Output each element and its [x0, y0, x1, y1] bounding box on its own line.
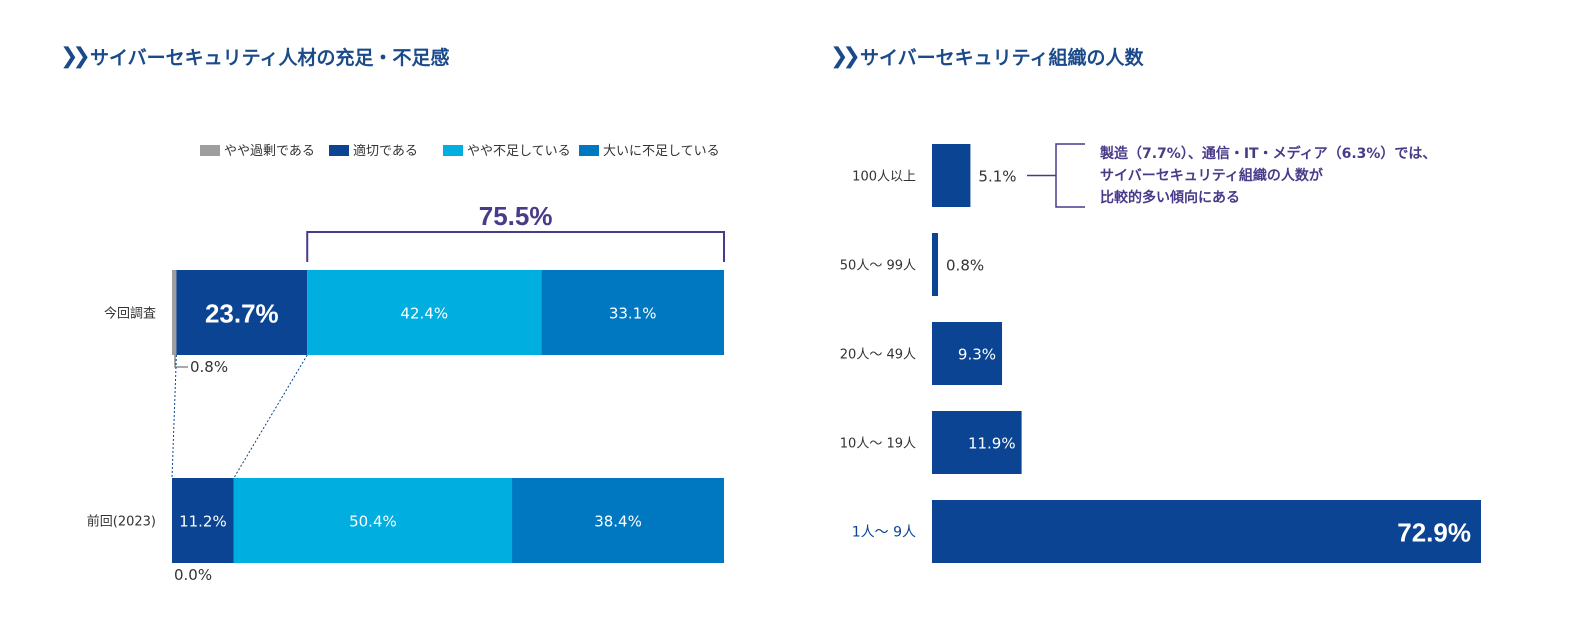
legend-swatch-0 — [200, 145, 220, 156]
bar-segment-1-2 — [233, 478, 513, 563]
bar-segment-0-0 — [172, 270, 177, 355]
category-label-1: 前回(2023) — [87, 514, 156, 530]
left-panel-title: ❯❯ サイバーセキュリティ人材の充足・不足感 — [60, 42, 449, 70]
bar-0 — [932, 144, 971, 207]
data-label-1-0: 0.0% — [174, 566, 212, 584]
right-title-text: サイバーセキュリティ組織の人数 — [860, 46, 1144, 69]
data-label-1: 0.8% — [946, 257, 984, 275]
shortage-bracket — [306, 231, 725, 262]
data-label-0-0: 0.8% — [190, 358, 228, 376]
shortage-total-label: 75.5% — [479, 201, 553, 231]
category-label-3: 10人〜 19人 — [840, 437, 916, 452]
data-label-0-3: 33.1% — [609, 305, 657, 323]
bar-segment-1-3 — [512, 478, 724, 563]
legend-swatch-3 — [579, 145, 599, 156]
category-label-0: 100人以上 — [852, 170, 916, 185]
data-label-1-2: 50.4% — [349, 513, 397, 531]
category-label-1: 50人〜 99人 — [840, 259, 916, 274]
data-label-4: 72.9% — [1397, 518, 1471, 548]
data-label-3: 11.9% — [968, 435, 1016, 453]
bar-segment-0-2 — [307, 270, 542, 355]
legend-label-1: 適切である — [353, 143, 418, 159]
note-line-0: 製造（7.7%）、通信・IT・メディア（6.3%）では、 — [1099, 145, 1436, 162]
legend-label-3: 大いに不足している — [603, 144, 720, 159]
data-label-0-2: 42.4% — [400, 305, 448, 323]
category-label-0: 今回調査 — [104, 306, 156, 322]
left-title-text: サイバーセキュリティ人材の充足・不足感 — [90, 46, 450, 69]
bar-2 — [932, 322, 1003, 385]
bar-segment-0-1 — [176, 270, 308, 355]
org-size-bar-chart: 100人以上 5.1% 50人〜 99人 0.8% 20人〜 49人 9.3% 10人〜 1… — [840, 143, 1481, 563]
legend-label-2: やや不足している — [467, 144, 571, 159]
bar-4 — [932, 500, 1481, 563]
category-label-4: 1人〜 9人 — [852, 525, 916, 541]
right-panel-title: ❯❯ サイバーセキュリティ組織の人数 — [830, 42, 1143, 70]
legend-swatch-1 — [329, 145, 349, 156]
data-label-0-1: 23.7% — [205, 299, 279, 329]
connector-line-left — [171, 354, 177, 479]
legend-label-0: やや過剰である — [224, 144, 315, 159]
data-label-1-3: 38.4% — [594, 513, 642, 531]
leader-line — [174, 355, 188, 368]
data-label-1-1: 11.2% — [179, 513, 227, 531]
legend-swatch-2 — [443, 145, 463, 156]
note-bracket — [1055, 143, 1085, 208]
data-label-0: 5.1% — [978, 168, 1016, 186]
bar-1 — [932, 233, 939, 296]
data-label-2: 9.3% — [958, 346, 996, 364]
category-label-2: 20人〜 49人 — [840, 348, 916, 363]
note-line-2: 比較的多い傾向にある — [1100, 189, 1240, 206]
connector-line-right — [233, 354, 308, 479]
note-line-1: サイバーセキュリティ組織の人数が — [1100, 167, 1324, 184]
bar-segment-1-1 — [172, 478, 234, 563]
bar-segment-0-3 — [541, 270, 724, 355]
bar-3 — [932, 411, 1022, 474]
